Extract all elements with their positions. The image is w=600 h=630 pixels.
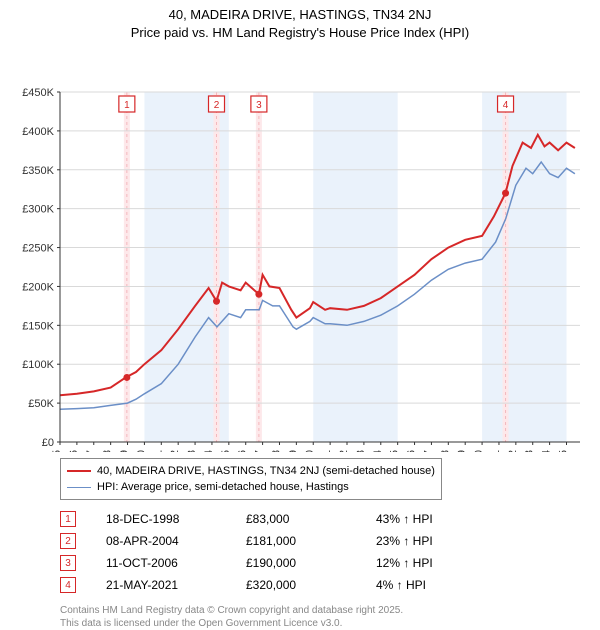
xtick-label: 2012	[338, 450, 350, 452]
xtick-label: 2008	[270, 450, 282, 452]
tx-relative: 23% ↑ HPI	[376, 534, 476, 548]
title-line2: Price paid vs. HM Land Registry's House …	[0, 24, 600, 42]
xtick-label: 2025	[557, 450, 569, 452]
xtick-label: 2018	[439, 450, 451, 452]
attrib-line1: Contains HM Land Registry data © Crown c…	[60, 604, 580, 617]
xtick-label: 2000	[135, 450, 147, 452]
tx-relative: 12% ↑ HPI	[376, 556, 476, 570]
legend-label: 40, MADEIRA DRIVE, HASTINGS, TN34 2NJ (s…	[97, 465, 435, 477]
xtick-label: 2016	[406, 450, 418, 452]
xtick-label: 2009	[287, 450, 299, 452]
xtick-label: 2024	[541, 450, 553, 452]
xtick-label: 2010	[304, 450, 316, 452]
xtick-label: 1996	[68, 450, 80, 452]
xtick-label: 2004	[203, 450, 215, 452]
xtick-label: 2007	[254, 450, 266, 452]
chart-title: 40, MADEIRA DRIVE, HASTINGS, TN34 2NJ Pr…	[0, 6, 600, 42]
legend-row: 40, MADEIRA DRIVE, HASTINGS, TN34 2NJ (s…	[67, 463, 435, 479]
marker-dot	[213, 298, 220, 305]
ytick-label: £250K	[22, 243, 54, 255]
xtick-label: 1999	[119, 450, 131, 452]
chart-area: 1 2 3 4 £0 £50K £100K £150K £200K £250K £300K £350K…	[0, 42, 600, 452]
marker-dot	[502, 190, 509, 197]
legend-swatch	[67, 487, 91, 488]
tx-price: £181,000	[246, 534, 356, 548]
marker-label: 3	[256, 100, 262, 111]
tx-relative: 43% ↑ HPI	[376, 512, 476, 526]
tx-relative: 4% ↑ HPI	[376, 578, 476, 592]
xtick-label: 1997	[85, 450, 97, 452]
xtick-label: 2014	[372, 450, 384, 452]
legend-swatch	[67, 470, 91, 472]
legend: 40, MADEIRA DRIVE, HASTINGS, TN34 2NJ (s…	[60, 458, 442, 500]
transaction-row: 3 11-OCT-2006 £190,000 12% ↑ HPI	[60, 552, 580, 574]
tx-date: 21-MAY-2021	[106, 578, 226, 592]
transaction-row: 1 18-DEC-1998 £83,000 43% ↑ HPI	[60, 508, 580, 530]
marker-label: 4	[503, 100, 509, 111]
xtick-label: 2023	[524, 450, 536, 452]
xtick-label: 2006	[237, 450, 249, 452]
ytick-label: £0	[42, 437, 54, 449]
tx-date: 18-DEC-1998	[106, 512, 226, 526]
chart-svg: 1 2 3 4 £0 £50K £100K £150K £200K £250K £300K £350K…	[0, 42, 600, 452]
marker-dot	[123, 374, 130, 381]
tx-date: 11-OCT-2006	[106, 556, 226, 570]
ytick-label: £150K	[22, 321, 54, 333]
transaction-row: 2 08-APR-2004 £181,000 23% ↑ HPI	[60, 530, 580, 552]
marker-dot	[255, 291, 262, 298]
legend-label: HPI: Average price, semi-detached house,…	[97, 481, 349, 493]
tx-price: £83,000	[246, 512, 356, 526]
xtick-label: 2001	[152, 450, 164, 452]
ytick-label: £50K	[28, 398, 54, 410]
attribution: Contains HM Land Registry data © Crown c…	[60, 604, 580, 630]
ytick-label: £300K	[22, 204, 54, 216]
ytick-label: £400K	[22, 126, 54, 138]
marker-label: 2	[214, 100, 220, 111]
xtick-label: 2003	[186, 450, 198, 452]
marker-label: 1	[124, 100, 130, 111]
tx-marker-box: 2	[60, 533, 76, 549]
legend-row: HPI: Average price, semi-detached house,…	[67, 479, 435, 495]
attrib-line2: This data is licensed under the Open Gov…	[60, 617, 580, 630]
tx-price: £190,000	[246, 556, 356, 570]
xtick-label: 2005	[220, 450, 232, 452]
transaction-row: 4 21-MAY-2021 £320,000 4% ↑ HPI	[60, 574, 580, 596]
ytick-label: £350K	[22, 165, 54, 177]
tx-marker-box: 1	[60, 511, 76, 527]
ytick-label: £450K	[22, 87, 54, 99]
tx-date: 08-APR-2004	[106, 534, 226, 548]
ytick-label: £100K	[22, 360, 54, 372]
xtick-label: 2013	[355, 450, 367, 452]
xtick-label: 2020	[473, 450, 485, 452]
xtick-label: 2011	[321, 450, 333, 452]
xtick-label: 1998	[102, 450, 114, 452]
xtick-label: 2021	[490, 450, 502, 452]
xtick-label: 2017	[422, 450, 434, 452]
xtick-label: 2022	[507, 450, 519, 452]
tx-marker-box: 3	[60, 555, 76, 571]
xtick-label: 1995	[51, 450, 63, 452]
title-line1: 40, MADEIRA DRIVE, HASTINGS, TN34 2NJ	[0, 6, 600, 24]
ytick-label: £200K	[22, 282, 54, 294]
xtick-label: 2002	[169, 450, 181, 452]
tx-price: £320,000	[246, 578, 356, 592]
xtick-label: 2015	[389, 450, 401, 452]
transactions-table: 1 18-DEC-1998 £83,000 43% ↑ HPI 2 08-APR-2004…	[60, 508, 580, 596]
xtick-label: 2019	[456, 450, 468, 452]
tx-marker-box: 4	[60, 577, 76, 593]
